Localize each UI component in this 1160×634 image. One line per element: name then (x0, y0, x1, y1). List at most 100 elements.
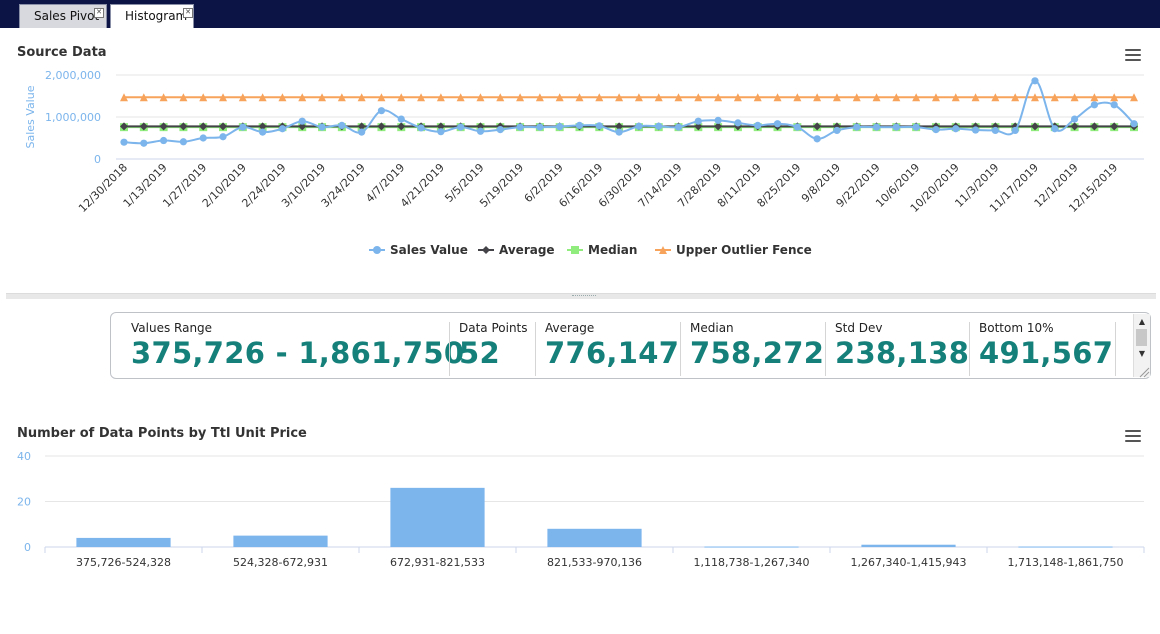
y-axis-title: Sales Value (24, 85, 37, 148)
data-point (892, 93, 901, 102)
data-point (436, 122, 445, 131)
data-point (793, 123, 801, 131)
scroll-up-icon[interactable]: ▲ (1138, 317, 1146, 326)
data-point (1130, 120, 1138, 128)
data-point (714, 116, 722, 124)
data-point (1130, 93, 1138, 102)
data-point (160, 136, 168, 145)
close-icon[interactable]: ✕ (94, 8, 104, 18)
data-point (318, 123, 326, 131)
data-point (932, 126, 940, 134)
data-point (655, 122, 663, 130)
y-tick-label: 0 (24, 541, 31, 554)
data-point (436, 93, 445, 102)
data-point (832, 93, 841, 102)
legend-label: Upper Outlier Fence (676, 243, 812, 257)
kpi-divider (535, 322, 536, 376)
data-point (377, 107, 386, 115)
data-point (1090, 122, 1099, 131)
kpi-label: Average (545, 321, 595, 335)
kpi-average: Average 776,147 (545, 321, 679, 375)
series-line-sales-value (123, 79, 1135, 145)
data-point (199, 122, 208, 131)
data-point (872, 93, 881, 102)
tab-label: Histogram (125, 9, 188, 23)
x-tick-label: 672,931-821,533 (390, 556, 485, 569)
scroll-down-icon[interactable]: ▼ (1138, 349, 1146, 358)
kpi-value: 758,272 (690, 336, 825, 370)
data-point (991, 126, 999, 135)
data-point (595, 93, 604, 102)
data-point (754, 121, 762, 129)
pane-splitter[interactable] (6, 293, 1156, 299)
source-line-chart: 0 1,000,000 2,000,000 Sales Value 12/30/2018… (24, 69, 1144, 257)
data-point (753, 93, 762, 102)
data-point (1011, 126, 1019, 135)
data-point (1070, 122, 1079, 131)
kpi-median: Median 758,272 (690, 321, 824, 375)
data-point (575, 121, 584, 129)
scroll-thumb[interactable] (1136, 329, 1147, 346)
data-point (793, 93, 802, 102)
data-point (952, 125, 960, 133)
data-point (199, 93, 208, 102)
histogram-chart-title: Number of Data Points by Ttl Unit Price (17, 426, 307, 441)
data-point (1090, 93, 1099, 102)
data-point (931, 93, 940, 102)
data-point (773, 93, 782, 102)
data-point (179, 93, 188, 102)
data-point (159, 122, 168, 131)
data-point (357, 122, 366, 131)
legend-marker (659, 246, 667, 254)
data-point (536, 123, 544, 131)
data-point (833, 126, 841, 135)
y-tick-label: 1,000,000 (45, 111, 101, 124)
data-point (674, 123, 683, 131)
kpi-value: 375,726 - 1,861,750 (131, 336, 465, 370)
data-point (397, 93, 406, 102)
data-point (239, 123, 247, 131)
data-point (991, 93, 1000, 102)
data-point (219, 133, 227, 141)
data-point (120, 122, 128, 131)
x-tick-label: 1,713,148-1,861,750 (1008, 556, 1124, 569)
data-point (357, 93, 366, 102)
kpi-panel: Values Range 375,726 - 1,861,750 Data Po… (110, 312, 1151, 379)
data-point (120, 138, 128, 146)
data-point (397, 122, 406, 131)
y-tick-label: 0 (94, 153, 101, 166)
data-point (734, 119, 742, 127)
kpi-label: Median (690, 321, 734, 335)
data-point (615, 93, 624, 102)
histogram-bar (1018, 546, 1113, 548)
kpi-value: 491,567 (979, 336, 1114, 370)
kpi-scrollbar[interactable]: ▲ ▼ (1133, 314, 1150, 377)
hamburger-menu-icon[interactable] (1125, 49, 1141, 63)
data-point (1011, 93, 1020, 102)
source-chart-title: Source Data (17, 45, 107, 60)
data-point (635, 122, 643, 130)
tab-sales-pivot[interactable]: Sales Pivot ✕ (19, 4, 107, 28)
data-point (912, 123, 920, 131)
data-point (1031, 77, 1039, 85)
data-point (1030, 93, 1039, 102)
data-point (278, 93, 287, 102)
data-point (575, 93, 584, 102)
data-point (417, 124, 425, 132)
data-point (476, 127, 485, 135)
data-point (595, 122, 603, 130)
histogram-bar (390, 487, 485, 547)
splitter-grip-icon[interactable] (572, 295, 596, 298)
resize-grip-icon[interactable] (1138, 366, 1150, 378)
data-point (259, 128, 267, 136)
kpi-divider (1115, 322, 1116, 376)
data-point (159, 93, 168, 102)
kpi-divider (825, 322, 826, 376)
histogram-bar (76, 537, 171, 547)
close-icon[interactable]: ✕ (183, 8, 193, 18)
x-tick-label: 821,533-970,136 (547, 556, 642, 569)
tab-histogram[interactable]: Histogram ✕ (110, 4, 194, 28)
data-point (338, 121, 346, 129)
hamburger-menu-icon[interactable] (1125, 430, 1141, 444)
data-point (337, 93, 346, 102)
